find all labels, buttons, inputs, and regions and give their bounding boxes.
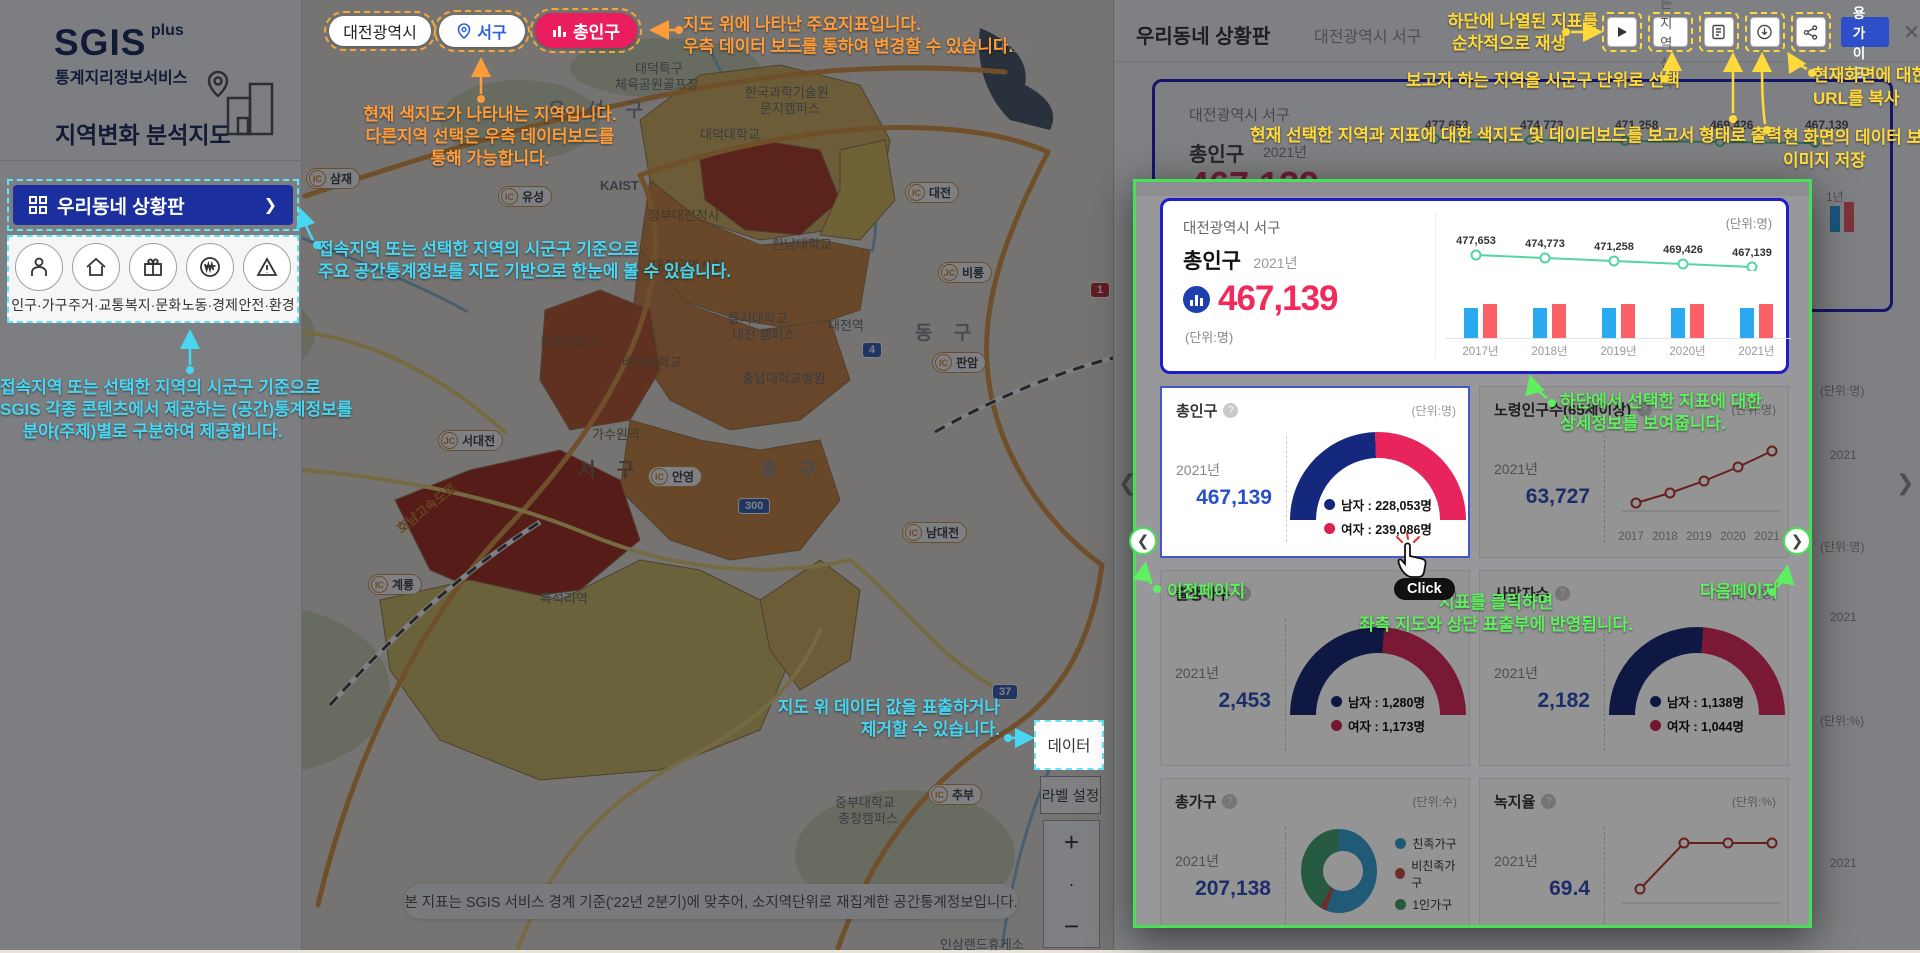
annotation-save-image: 현 화면의 데이터 보드이미지 저장 (1783, 126, 1920, 172)
sidebar-item-economy[interactable]: 노동·경제 (182, 243, 238, 315)
sidebar-item-safety[interactable]: 안전·환경 (239, 243, 295, 315)
location-pin-icon (457, 23, 471, 39)
indicator-button[interactable]: 총인구 (535, 13, 637, 48)
household-donut-chart: 친족가구 비친족가구 1인가구 (1295, 819, 1461, 928)
city-pill-highlight: 대전광역시 (324, 11, 436, 51)
trend-line-chart (1446, 249, 1791, 271)
gift-icon (129, 243, 177, 291)
report-highlight (1699, 12, 1739, 52)
person-icon (15, 243, 63, 291)
sidebar-item-housing[interactable]: 주거·교통 (68, 243, 124, 315)
data-button-highlight: 데이터 (1034, 720, 1104, 770)
donut-chart (1301, 829, 1377, 913)
district-pill-highlight: 서구 (434, 10, 530, 52)
neighborhood-dashboard-button[interactable]: 우리동네 상황판 ❯ (13, 185, 293, 225)
annotation-report: 현재 선택한 지역과 지표에 대한 색지도 및 데이터보드를 보고서 형태로 출… (1250, 125, 1782, 147)
won-coin-icon (186, 243, 234, 291)
category-box-highlight: 인구·가구 주거·교통 복지·문화 노동·경제 안전·환경 (7, 235, 299, 323)
indicator-pill-highlight: 총인구 (530, 8, 642, 53)
chart-badge-icon (1183, 286, 1210, 313)
annotation-prev-page: 이전페이지 (1167, 581, 1245, 603)
help-icon[interactable]: ? (1223, 403, 1238, 418)
popup-band (1136, 182, 1809, 196)
download-icon[interactable] (1750, 17, 1780, 47)
help-icon[interactable]: ? (1222, 794, 1237, 809)
trend-bar-chart (1446, 304, 1791, 339)
play-highlight (1602, 12, 1642, 52)
sidebar-item-welfare[interactable]: 복지·문화 (125, 243, 181, 315)
data-toggle-button[interactable]: 데이터 (1039, 725, 1099, 765)
click-badge: Click (1394, 578, 1455, 600)
grid-icon (29, 196, 47, 214)
play-icon (1616, 26, 1628, 38)
play-button[interactable] (1607, 17, 1637, 47)
chevron-right-icon: ❯ (264, 195, 277, 215)
close-icon[interactable]: ✕ (1903, 20, 1920, 45)
summary-card[interactable]: 대전광역시 서구 총인구 2021년 467,139 (단위:명) (단위:명)… (1160, 198, 1789, 374)
dashboard-button-highlight: 우리동네 상황판 ❯ (7, 179, 299, 231)
next-page-button[interactable]: ❯ (1783, 527, 1811, 555)
report-icon[interactable] (1704, 17, 1734, 47)
share-icon[interactable] (1796, 17, 1826, 47)
summary-value: 467,139 (1218, 279, 1338, 319)
tutorial-popup-screenshot: 대전광역시 서구 총인구 2021년 467,139 (단위:명) (단위:명)… (1133, 179, 1812, 928)
gender-gauge-chart: 남자 : 228,053명 여자 : 239,086명 (1296, 428, 1460, 548)
sidebar-item-population[interactable]: 인구·가구 (11, 243, 67, 315)
download-highlight (1745, 12, 1785, 52)
annotation-next-page: 다음페이지 (1700, 581, 1778, 603)
summary-trend: (단위:명) 477,653 474,773 471,258 469,426 4… (1446, 207, 1782, 367)
annotation-select-region: 보고자 하는 지역을 시군구 단위로 선택 (1406, 70, 1680, 92)
user-guide-button[interactable]: 사용가이드 (1841, 17, 1889, 47)
prev-page-button[interactable]: ❮ (1129, 527, 1157, 555)
bar-chart-icon (552, 24, 567, 38)
city-button[interactable]: 대전광역시 (329, 16, 431, 46)
help-icon[interactable]: ? (1541, 794, 1556, 809)
house-icon (72, 243, 120, 291)
annotation-indicator: 지도 위에 나타난 주요지표입니다.우측 데이터 보드를 통하여 변경할 수 있… (683, 14, 1013, 58)
warning-triangle-icon (243, 243, 291, 291)
district-button[interactable]: 서구 (439, 15, 525, 47)
share-highlight (1791, 12, 1831, 52)
hand-cursor-icon (1392, 532, 1436, 580)
